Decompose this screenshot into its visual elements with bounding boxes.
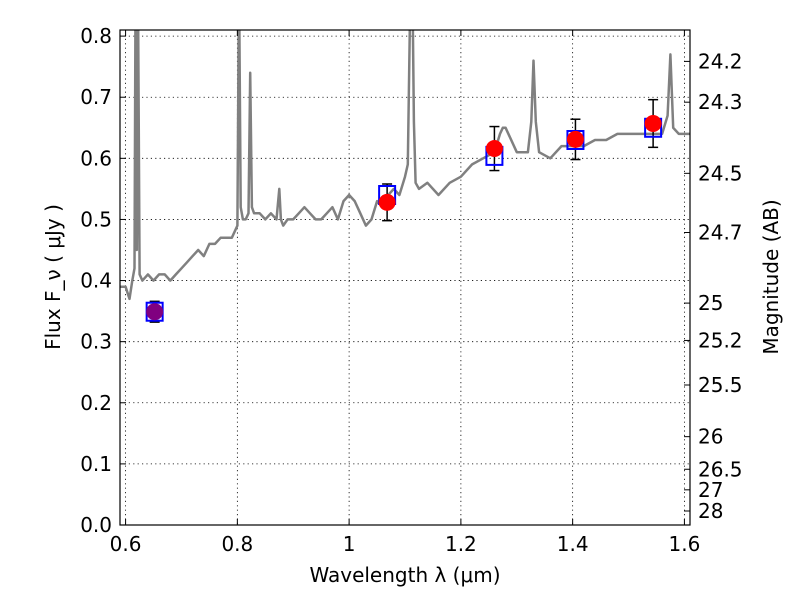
y2-tick-label: 25.5 — [698, 373, 743, 397]
y2-tick-label: 24.5 — [698, 161, 743, 185]
observed-point — [378, 193, 396, 211]
axis-ticks: 0.6 0.8 1 1.2 1.4 1.6 0.0 0.1 0.2 0.3 0.4 0.5 0.6 0.7… — [80, 24, 742, 556]
y2-tick-label: 26 — [698, 425, 723, 449]
x-tick-label: 0.6 — [110, 532, 142, 556]
y2-tick-label: 25 — [698, 291, 723, 315]
x-tick-label: 1 — [343, 532, 356, 556]
x-tick-label: 1.2 — [445, 532, 477, 556]
y2-tick-label: 24.3 — [698, 90, 743, 114]
observed-point — [485, 140, 503, 158]
y2-tick-label: 26.5 — [698, 457, 743, 481]
x-tick-label: 1.4 — [557, 532, 589, 556]
data-markers — [145, 115, 663, 322]
y-axis-label: Flux F_ν ( μJy ) — [41, 204, 65, 350]
y-tick-label: 0.4 — [80, 269, 112, 293]
y-tick-label: 0.3 — [80, 330, 112, 354]
y-tick-label: 0.2 — [80, 391, 112, 415]
y2-axis-label: Magnitude (AB) — [759, 199, 783, 354]
y2-tick-label: 25.2 — [698, 328, 743, 352]
grid-lines — [120, 30, 690, 526]
x-tick-label: 1.6 — [669, 532, 701, 556]
plot-frame — [119, 29, 691, 526]
y2-tick-label: 28 — [698, 499, 723, 523]
y2-tick-label: 24.2 — [698, 49, 743, 73]
y2-tick-label: 27 — [698, 478, 723, 502]
y2-tick-label: 24.7 — [698, 220, 743, 244]
y-tick-label: 0.6 — [80, 146, 112, 170]
x-axis-label: Wavelength λ (μm) — [309, 563, 500, 587]
y-tick-label: 0.1 — [80, 452, 112, 476]
spectrum-line — [120, 30, 690, 301]
y-tick-label: 0.5 — [80, 207, 112, 231]
x-tick-label: 0.8 — [221, 532, 253, 556]
y-tick-label: 0.8 — [80, 24, 112, 48]
observed-point — [566, 130, 584, 148]
observed-point — [644, 115, 662, 132]
observed-point — [146, 303, 164, 321]
y-tick-label: 0.7 — [80, 85, 112, 109]
y-tick-label: 0.0 — [80, 513, 112, 537]
